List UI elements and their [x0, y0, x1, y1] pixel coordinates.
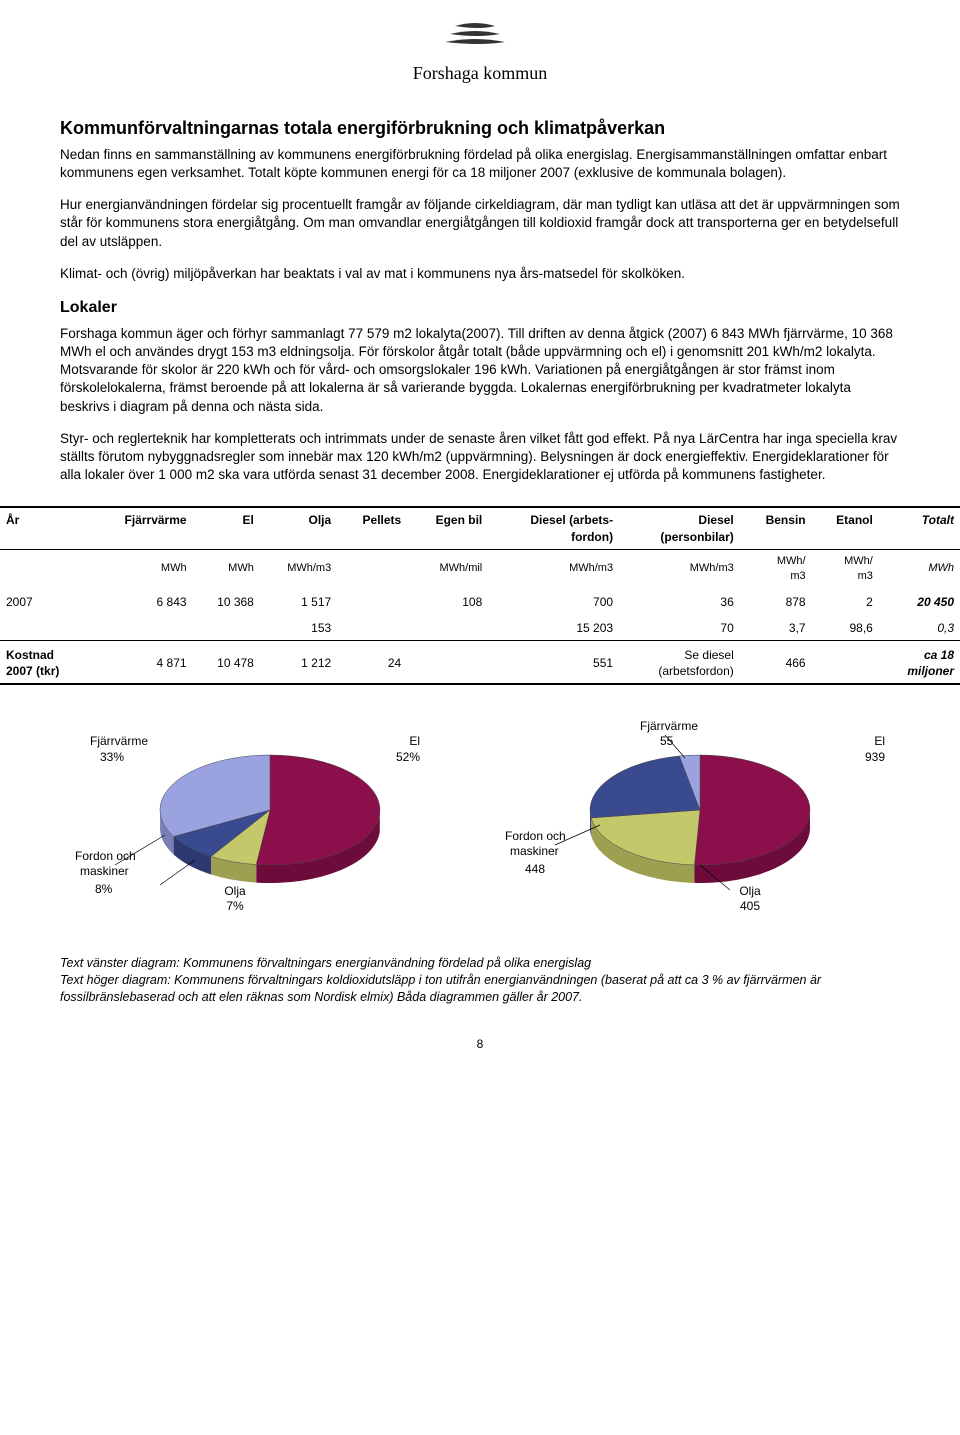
- svg-text:7%: 7%: [226, 899, 244, 913]
- th-fjarrvarme: Fjärrvärme: [90, 507, 192, 549]
- paragraph-2: Hur energianvändningen fördelar sig proc…: [60, 196, 900, 251]
- paragraph-1: Nedan finns en sammanställning av kommun…: [60, 146, 900, 182]
- table-unit-row: MWh MWh MWh/m3 MWh/mil MWh/m3 MWh/m3 MWh…: [0, 549, 960, 587]
- th-diesel-arbets: Diesel (arbets- fordon): [488, 507, 619, 549]
- paragraph-5: Styr- och reglerteknik har kompletterats…: [60, 430, 900, 485]
- svg-text:maskiner: maskiner: [510, 844, 559, 858]
- svg-text:405: 405: [740, 899, 760, 913]
- svg-text:52%: 52%: [396, 750, 420, 764]
- logo-icon: [420, 20, 540, 56]
- energy-table: År Fjärrvärme El Olja Pellets Egen bil D…: [0, 506, 960, 685]
- svg-text:Fjärrvärme: Fjärrvärme: [640, 719, 698, 733]
- svg-text:maskiner: maskiner: [80, 864, 129, 878]
- svg-text:Olja: Olja: [224, 884, 246, 898]
- footer-caption: Text vänster diagram: Kommunens förvaltn…: [60, 955, 900, 1006]
- svg-text:939: 939: [865, 750, 885, 764]
- svg-text:El: El: [874, 734, 885, 748]
- th-pellets: Pellets: [337, 507, 407, 549]
- subheading-lokaler: Lokaler: [60, 297, 900, 319]
- page-number: 8: [60, 1036, 900, 1052]
- th-bensin: Bensin: [740, 507, 812, 549]
- svg-text:El: El: [409, 734, 420, 748]
- svg-text:8%: 8%: [95, 882, 113, 896]
- pie-chart-left: Fjärrvärme 33% El 52% Olja7% Fordon ochmaskin…: [60, 715, 470, 915]
- th-totalt: Totalt: [879, 507, 960, 549]
- svg-text:55: 55: [660, 734, 674, 748]
- svg-text:Olja: Olja: [739, 884, 761, 898]
- svg-text:Fordon och: Fordon och: [505, 829, 566, 843]
- table-header-row: År Fjärrvärme El Olja Pellets Egen bil D…: [0, 507, 960, 549]
- th-year: År: [0, 507, 90, 549]
- th-diesel-person: Diesel (personbilar): [619, 507, 740, 549]
- table-row-mid: 153 15 203 70 3,7 98,6 0,3: [0, 614, 960, 641]
- th-etanol: Etanol: [812, 507, 879, 549]
- pie-chart-right: Fjärrvärme55 El 939 Olja405 Fordon ochmaskin…: [490, 715, 900, 915]
- th-olja: Olja: [260, 507, 337, 549]
- table-row-2007: 2007 6 843 10 368 1 517 108 700 36 878 2…: [0, 588, 960, 614]
- page-title: Kommunförvaltningarnas totala energiförb…: [60, 116, 900, 140]
- table-row-cost: Kostnad 2007 (tkr) 4 871 10 478 1 212 24…: [0, 640, 960, 684]
- svg-text:Fordon och: Fordon och: [75, 849, 136, 863]
- svg-text:33%: 33%: [100, 750, 124, 764]
- th-egenbil: Egen bil: [407, 507, 488, 549]
- paragraph-3: Klimat- och (övrig) miljöpåverkan har be…: [60, 265, 900, 283]
- th-el: El: [193, 507, 260, 549]
- svg-text:Fjärrvärme: Fjärrvärme: [90, 734, 148, 748]
- logo: Forshaga kommun: [60, 20, 900, 86]
- svg-text:448: 448: [525, 862, 545, 876]
- logo-text: Forshaga kommun: [60, 61, 900, 85]
- charts-row: Fjärrvärme33%El52%Olja7%Fordon ochmaskin…: [60, 715, 900, 915]
- paragraph-4: Forshaga kommun äger och förhyr sammanla…: [60, 325, 900, 416]
